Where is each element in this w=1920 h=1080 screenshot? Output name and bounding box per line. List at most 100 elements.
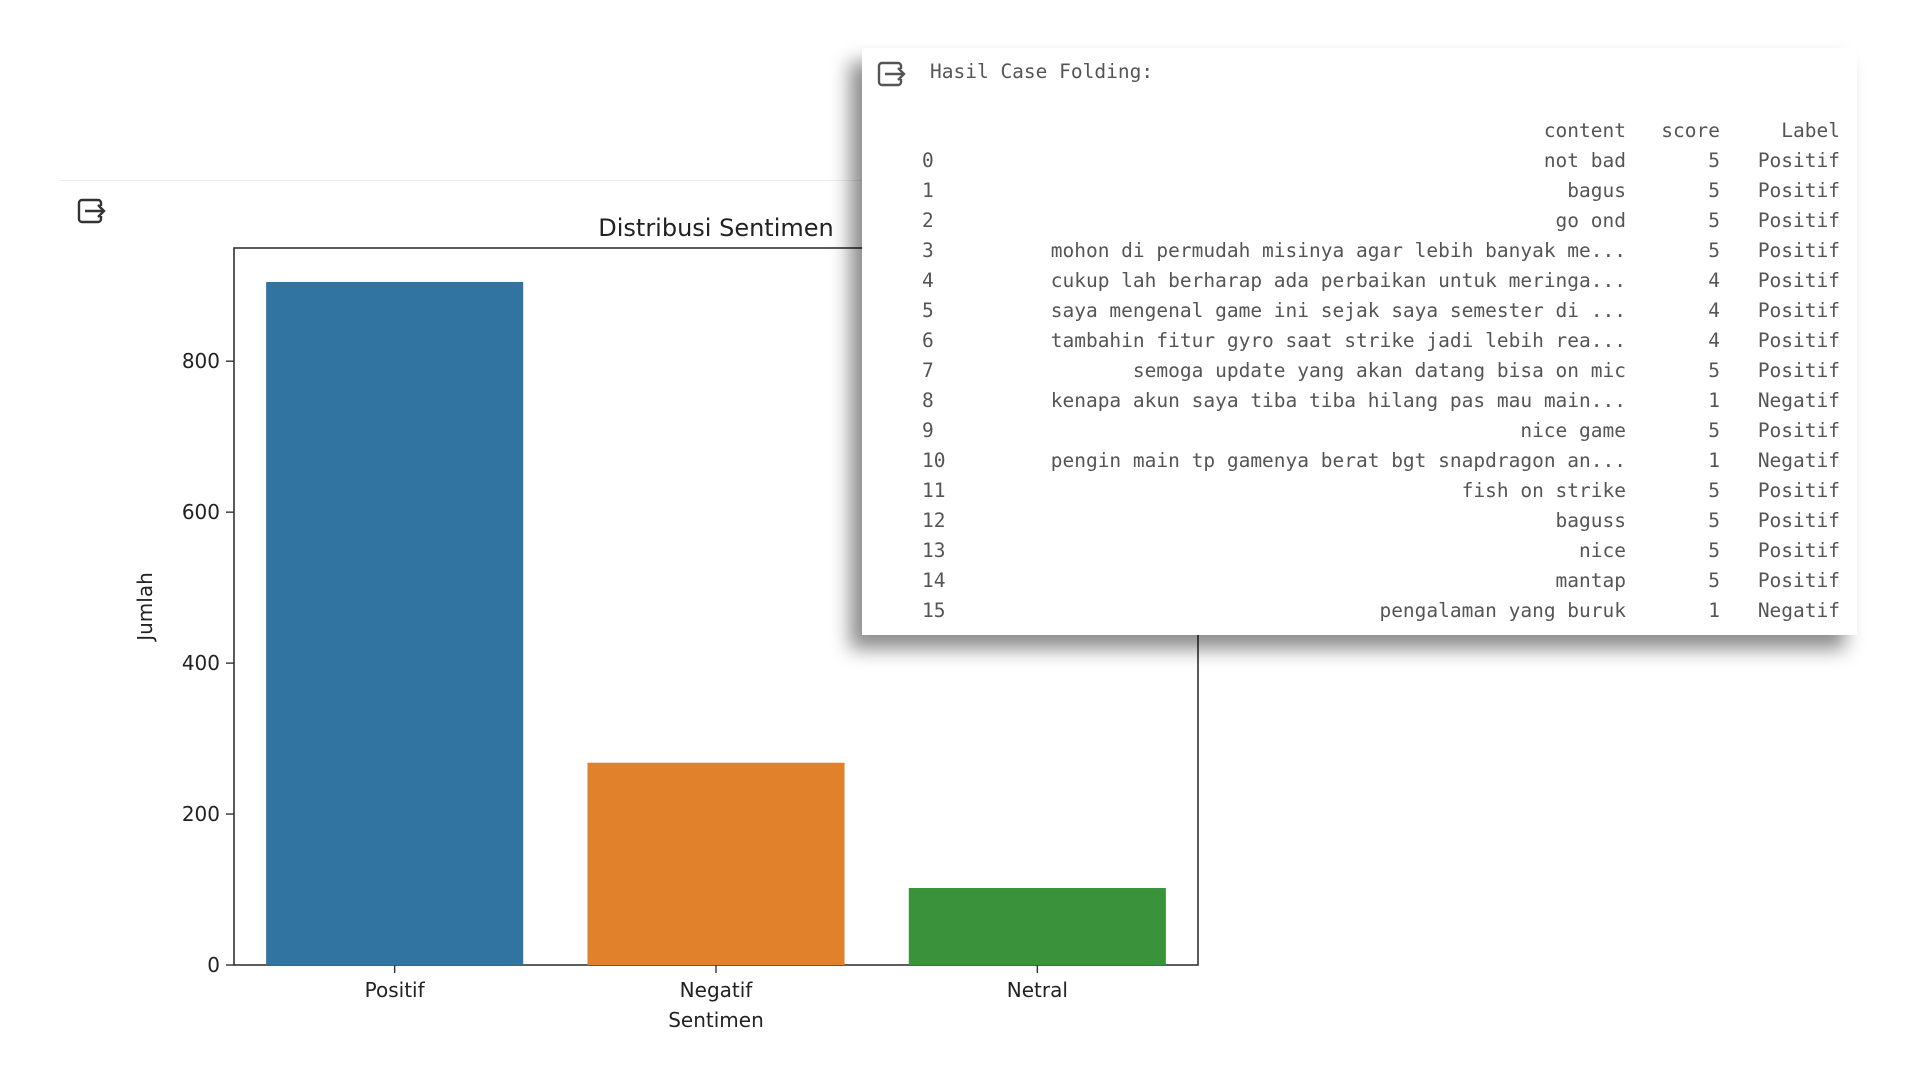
table-row: 12 baguss 5 Positif xyxy=(922,506,1840,536)
content-cell: pengalaman yang buruk xyxy=(1379,599,1626,622)
score-cell: 5 xyxy=(1708,479,1720,502)
label-cell: Positif xyxy=(1757,479,1840,502)
label-cell: Positif xyxy=(1757,419,1840,442)
y-tick-label: 0 xyxy=(207,953,220,977)
score-cell: 5 xyxy=(1708,509,1720,532)
row-index: 7 xyxy=(922,359,934,382)
x-axis-label: Sentimen xyxy=(668,1008,764,1032)
label-cell: Positif xyxy=(1757,359,1840,382)
y-tick-label: 800 xyxy=(182,349,220,373)
y-axis-label: Jumlah xyxy=(133,572,157,643)
content-cell: fish on strike xyxy=(1461,479,1626,502)
label-cell: Negatif xyxy=(1757,389,1840,412)
bar-chart: 0 200 400 600 800 Positif Negatif Netral Distrib… xyxy=(133,214,1199,1032)
x-tick-label: Negatif xyxy=(680,978,754,1002)
label-cell: Positif xyxy=(1757,329,1840,352)
table-row: 13 nice 5 Positif xyxy=(922,536,1840,566)
table-row: 14 mantap 5 Positif xyxy=(922,566,1840,596)
table-row: 3 mohon di permudah misinya agar lebih ba… xyxy=(922,236,1840,266)
score-cell: 5 xyxy=(1708,569,1720,592)
row-index: 9 xyxy=(922,419,934,442)
score-cell: 4 xyxy=(1708,269,1720,292)
row-index: 11 xyxy=(922,479,946,502)
row-index: 6 xyxy=(922,329,934,352)
table-row: 11 fish on strike 5 Positif xyxy=(922,476,1840,506)
content-cell: nice game xyxy=(1520,419,1626,442)
row-index: 10 xyxy=(922,449,946,472)
score-cell: 5 xyxy=(1708,419,1720,442)
table-row: 10 pengin main tp gamenya berat bgt snapd… xyxy=(922,446,1840,476)
score-cell: 5 xyxy=(1708,209,1720,232)
y-tick-label: 200 xyxy=(182,802,220,826)
score-cell: 5 xyxy=(1708,539,1720,562)
score-cell: 5 xyxy=(1708,359,1720,382)
x-tick-label: Netral xyxy=(1007,978,1068,1002)
content-cell: go ond xyxy=(1555,209,1626,232)
dataframe-output-cell: Hasil Case Folding: content score Label … xyxy=(862,48,1857,635)
table-row: 2 go ond 5 Positif xyxy=(922,206,1840,236)
score-cell: 5 xyxy=(1708,239,1720,262)
output-arrow-icon[interactable] xyxy=(76,195,108,227)
score-cell: 5 xyxy=(1708,179,1720,202)
table-row: 8 kenapa akun saya tiba tiba hilang pas m… xyxy=(922,386,1840,416)
score-cell: 5 xyxy=(1708,149,1720,172)
table-row: 5 saya mengenal game ini sejak saya semes… xyxy=(922,296,1840,326)
content-cell: mohon di permudah misinya agar lebih ban… xyxy=(1050,239,1626,262)
label-cell: Negatif xyxy=(1757,599,1840,622)
table-row: 15 pengalaman yang buruk 1 Negatif xyxy=(922,596,1840,626)
table-row: 9 nice game 5 Positif xyxy=(922,416,1840,446)
row-index: 1 xyxy=(922,179,934,202)
score-cell: 1 xyxy=(1708,449,1720,472)
content-cell: tambahin fitur gyro saat strike jadi leb… xyxy=(1050,329,1626,352)
label-cell: Positif xyxy=(1757,509,1840,532)
content-cell: saya mengenal game ini sejak saya semest… xyxy=(1050,299,1626,322)
row-index: 5 xyxy=(922,299,934,322)
label-cell: Positif xyxy=(1757,209,1840,232)
table-row: 1 bagus 5 Positif xyxy=(922,176,1840,206)
output-title: Hasil Case Folding: xyxy=(930,60,1154,83)
score-cell: 4 xyxy=(1708,299,1720,322)
label-cell: Positif xyxy=(1757,569,1840,592)
column-header-score: score xyxy=(1661,119,1720,142)
y-tick-label: 600 xyxy=(182,500,220,524)
content-cell: baguss xyxy=(1555,509,1626,532)
label-cell: Positif xyxy=(1757,539,1840,562)
row-index: 0 xyxy=(922,149,934,172)
score-cell: 4 xyxy=(1708,329,1720,352)
content-cell: pengin main tp gamenya berat bgt snapdra… xyxy=(1050,449,1626,472)
table-header-row: content score Label xyxy=(922,116,1840,146)
score-cell: 1 xyxy=(1708,599,1720,622)
row-index: 15 xyxy=(922,599,946,622)
row-index: 13 xyxy=(922,539,946,562)
dataframe-table: content score Label 0 not bad 5 Positif 1 bag… xyxy=(922,116,1840,626)
row-index: 8 xyxy=(922,389,934,412)
bar-positif xyxy=(266,281,524,966)
content-cell: semoga update yang akan datang bisa on m… xyxy=(1132,359,1626,382)
x-tick-label: Positif xyxy=(365,978,426,1002)
table-row: 6 tambahin fitur gyro saat strike jadi le… xyxy=(922,326,1840,356)
row-index: 12 xyxy=(922,509,946,532)
label-cell: Negatif xyxy=(1757,449,1840,472)
column-header-label: Label xyxy=(1781,119,1840,142)
content-cell: mantap xyxy=(1555,569,1626,592)
bar-netral xyxy=(908,888,1166,965)
content-cell: cukup lah berharap ada perbaikan untuk m… xyxy=(1050,269,1626,292)
table-row: 0 not bad 5 Positif xyxy=(922,146,1840,176)
label-cell: Positif xyxy=(1757,269,1840,292)
chart-title: Distribusi Sentimen xyxy=(598,214,834,242)
bar-negatif xyxy=(587,762,845,965)
y-tick-label: 400 xyxy=(182,651,220,675)
row-index: 4 xyxy=(922,269,934,292)
row-index: 14 xyxy=(922,569,946,592)
label-cell: Positif xyxy=(1757,179,1840,202)
row-index: 2 xyxy=(922,209,934,232)
content-cell: bagus xyxy=(1567,179,1626,202)
content-cell: kenapa akun saya tiba tiba hilang pas ma… xyxy=(1050,389,1626,412)
content-cell: nice xyxy=(1579,539,1626,562)
label-cell: Positif xyxy=(1757,239,1840,262)
label-cell: Positif xyxy=(1757,299,1840,322)
output-arrow-icon[interactable] xyxy=(876,58,908,90)
content-cell: not bad xyxy=(1543,149,1626,172)
label-cell: Positif xyxy=(1757,149,1840,172)
score-cell: 1 xyxy=(1708,389,1720,412)
